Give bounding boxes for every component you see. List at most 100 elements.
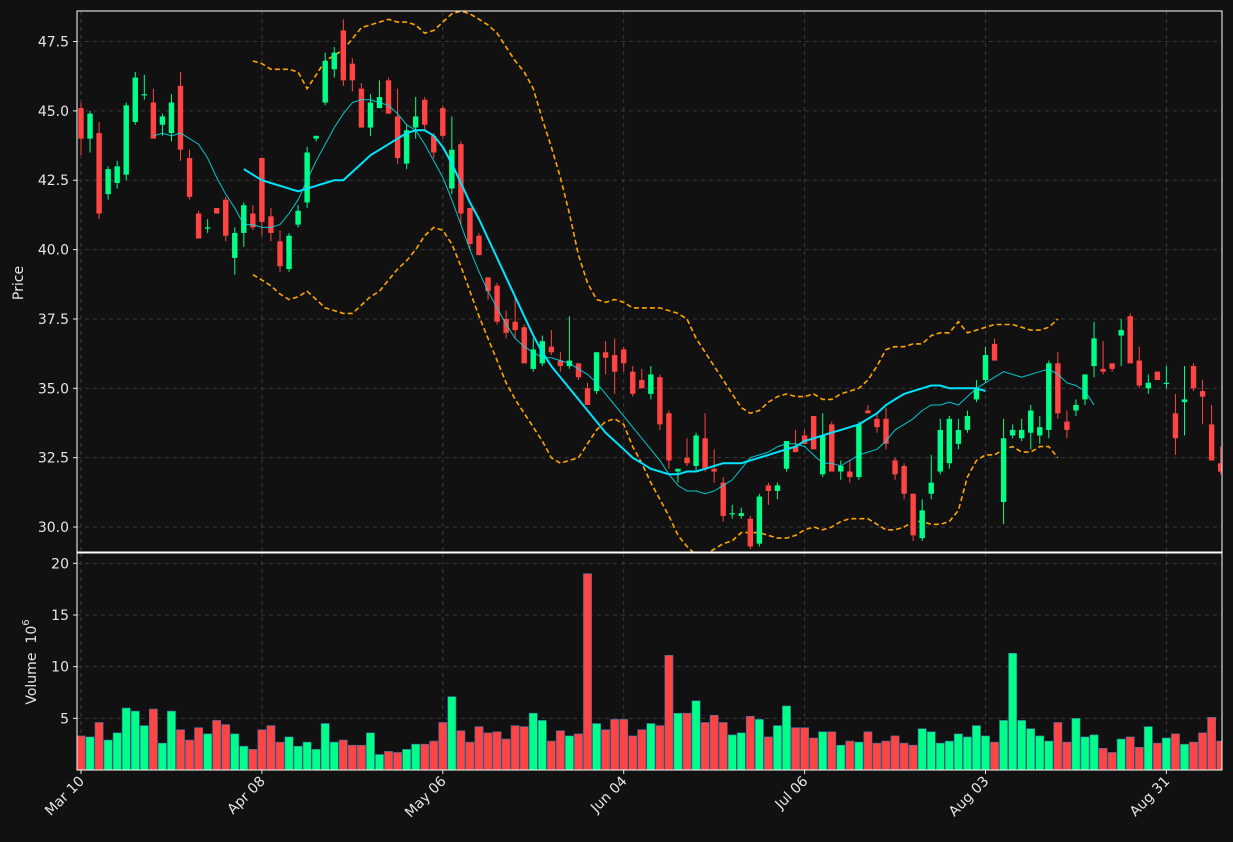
volume-bar [782,705,791,770]
candle-body [774,485,781,491]
candle-body [1217,463,1222,472]
volume-bar [700,722,710,770]
candle [1091,321,1097,378]
volume-bar [601,729,611,770]
candle [512,296,518,339]
candle-body [277,241,283,267]
candle-body [892,460,898,475]
candle [548,330,555,356]
candle-body [1028,410,1034,433]
candle-body [783,441,790,469]
candle-body [1091,338,1097,367]
candle-body [213,207,220,214]
candle-body [810,416,817,450]
price-panel-bg [77,11,1222,552]
volume-bar [555,730,565,770]
candle [412,97,419,139]
candle-body [195,213,202,239]
candle [467,207,473,250]
candle-body [792,446,799,453]
candle-body [105,169,111,195]
candle-body [874,418,880,428]
volume-bar [221,724,231,770]
candle-body [286,235,292,270]
volume-bar [338,739,348,770]
fast-moving-average-line [153,99,1095,495]
candle [720,477,726,522]
candle [955,418,962,450]
candle [1190,363,1197,392]
volume-axis-unit: 10 [24,626,40,644]
candle-body [250,213,256,228]
volume-bar [302,741,312,770]
price-grid [77,11,1222,552]
price-tick-label: 45.0 [38,104,69,120]
volume-bar [1044,740,1054,770]
candle-body [87,113,93,139]
candle [1172,393,1179,455]
volume-bar [203,733,213,770]
candle-body [756,496,763,544]
candle-body [78,108,84,139]
candle [584,382,591,405]
volume-bar [194,727,203,770]
candle-body [1109,363,1115,369]
candle [78,102,84,156]
price-series [78,11,1222,552]
candle-body [729,513,735,515]
volume-bar [863,731,873,770]
candle-body [621,349,627,364]
candle-body [684,457,690,464]
candle [693,432,699,472]
volume-bar [574,733,583,770]
volume-bar [908,744,918,770]
volume-bar [990,741,999,770]
candle-body [973,388,980,400]
volume-bar [121,707,131,770]
volume-axis-label: Volume 106 [21,619,40,704]
volume-bar [628,735,638,770]
candle [666,410,672,469]
candle [1082,374,1088,405]
candle-body [602,352,609,358]
candle-body [1118,330,1124,336]
candle [1018,418,1025,442]
volume-bar [311,749,321,770]
volume-bar [546,740,556,770]
candle [295,205,301,228]
volume-bar [375,754,384,770]
candle-body [611,355,618,372]
volume-bar [610,719,620,770]
candle-body [159,116,166,125]
volume-bar [393,752,402,770]
volume-bar [745,715,755,770]
candle-body [575,363,582,378]
candle [440,105,446,139]
candle-body [204,227,211,229]
candle [403,124,410,170]
candle-body [367,102,374,128]
candle-body [1037,427,1043,436]
lower-band-line [252,226,1059,552]
volume-bar [519,726,529,770]
price-tick-label: 40.0 [38,243,69,259]
candle-body [928,482,934,494]
candle-body [856,424,862,478]
volume-bar [230,733,240,770]
volume-bar [1134,746,1144,770]
candle [331,47,337,78]
candle [177,72,184,161]
candle-body [910,493,916,536]
candle-body [865,410,871,414]
candle [340,19,347,86]
candle [675,468,681,483]
candle [982,346,989,383]
candle-body [1163,382,1170,384]
volume-bar [1026,728,1036,770]
volume-bar [402,749,412,770]
candle [1109,363,1115,372]
candle-body [313,135,319,139]
volume-bar [420,743,430,770]
volume-bar [1107,752,1117,770]
candle-body [1136,360,1142,386]
